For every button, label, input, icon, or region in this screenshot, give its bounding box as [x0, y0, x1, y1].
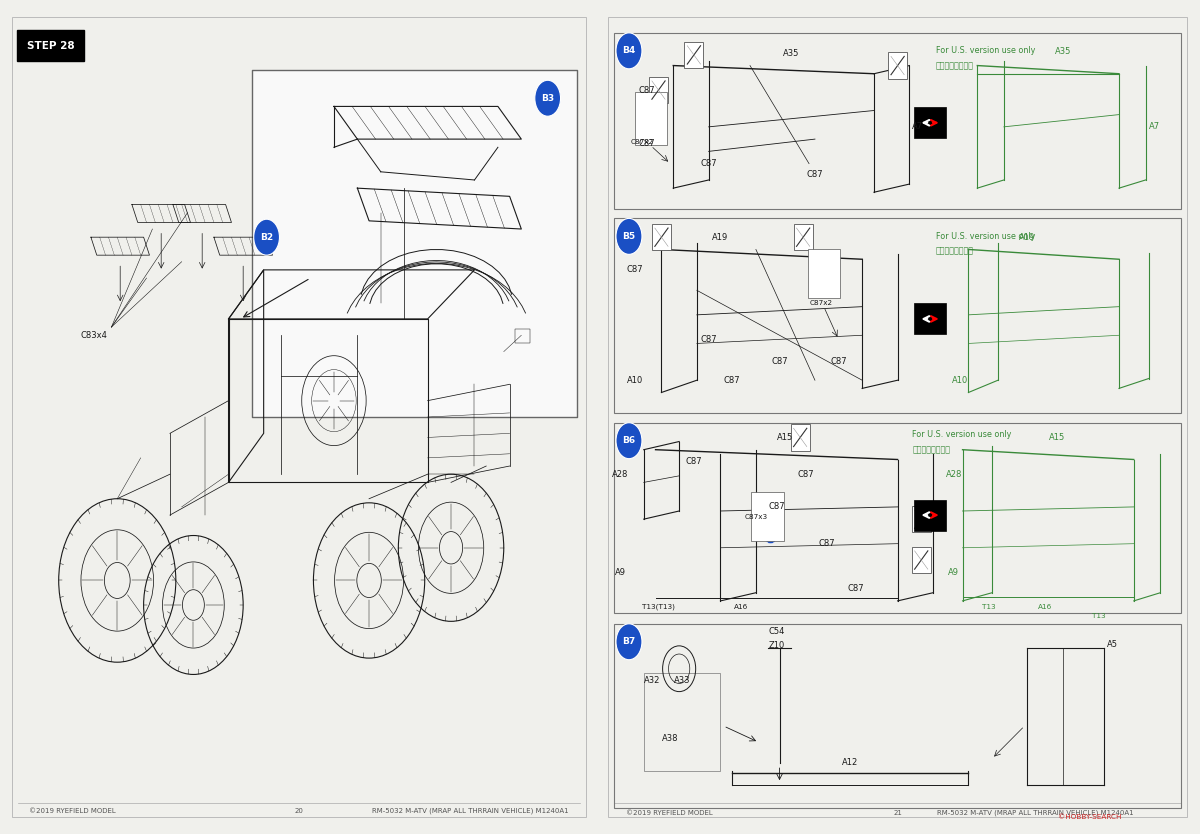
Text: RM-5032 M-ATV (MRAP ALL THRRAIN VEHICLE) M1240A1: RM-5032 M-ATV (MRAP ALL THRRAIN VEHICLE)… — [937, 809, 1134, 816]
Text: ©2019 RYEFIELD MODEL: ©2019 RYEFIELD MODEL — [30, 808, 116, 814]
Text: A15: A15 — [778, 433, 793, 442]
Text: C87: C87 — [626, 265, 643, 274]
Text: A38: A38 — [662, 734, 678, 743]
Text: 20: 20 — [294, 808, 304, 814]
Bar — [614, 624, 1181, 807]
Bar — [914, 304, 947, 334]
Text: C87x2: C87x2 — [631, 138, 654, 144]
Text: B2: B2 — [260, 233, 274, 242]
Text: 只适用于美军版本: 只适用于美军版本 — [912, 445, 950, 455]
Bar — [751, 492, 784, 541]
Text: For U.S. version use only: For U.S. version use only — [936, 232, 1036, 241]
Bar — [614, 33, 1181, 208]
Bar — [808, 249, 840, 299]
Text: C87: C87 — [848, 584, 864, 593]
Text: ©2019 RYEFIELD MODEL: ©2019 RYEFIELD MODEL — [626, 810, 713, 816]
Text: A28: A28 — [612, 470, 629, 479]
Text: B5: B5 — [623, 232, 636, 241]
Text: C54: C54 — [768, 627, 785, 636]
Text: B3: B3 — [541, 93, 554, 103]
Circle shape — [535, 80, 560, 116]
Text: A9: A9 — [948, 568, 959, 577]
Text: T13: T13 — [1092, 614, 1105, 620]
Text: C87: C87 — [724, 376, 740, 384]
Text: C87: C87 — [830, 357, 847, 366]
Text: A28: A28 — [946, 470, 962, 479]
Circle shape — [757, 506, 773, 527]
Text: A35: A35 — [1055, 48, 1072, 56]
Bar — [643, 673, 720, 771]
Text: A32: A32 — [644, 676, 661, 686]
Text: A5: A5 — [1108, 640, 1118, 649]
Text: C87x3: C87x3 — [744, 514, 768, 520]
Text: A10: A10 — [626, 376, 643, 384]
Circle shape — [616, 33, 642, 69]
Text: C87: C87 — [818, 540, 835, 548]
Text: A7: A7 — [912, 123, 924, 131]
Text: C87: C87 — [701, 159, 716, 168]
Text: A16: A16 — [734, 604, 749, 610]
Bar — [912, 506, 931, 532]
Text: C87: C87 — [772, 357, 788, 366]
Text: ©HOBBY-SEARCH: ©HOBBY-SEARCH — [1058, 815, 1122, 821]
Text: A19: A19 — [713, 233, 728, 242]
Circle shape — [616, 423, 642, 459]
Text: B7: B7 — [623, 637, 636, 646]
Circle shape — [616, 219, 642, 254]
Circle shape — [253, 219, 280, 255]
Text: RM-5032 M-ATV (MRAP ALL THRRAIN VEHICLE) M1240A1: RM-5032 M-ATV (MRAP ALL THRRAIN VEHICLE)… — [372, 807, 568, 814]
Circle shape — [616, 624, 642, 660]
Circle shape — [763, 522, 779, 544]
Text: A10: A10 — [952, 376, 967, 384]
Text: A19: A19 — [1019, 233, 1036, 242]
Text: A9: A9 — [614, 568, 625, 577]
Bar — [635, 92, 667, 145]
Text: Z10: Z10 — [768, 641, 785, 651]
Bar — [914, 500, 947, 530]
Text: For U.S. version use only: For U.S. version use only — [912, 430, 1012, 440]
Text: A35: A35 — [784, 49, 799, 58]
Text: C87: C87 — [798, 470, 815, 479]
Text: C87: C87 — [685, 458, 702, 466]
Text: C87x2: C87x2 — [809, 299, 833, 305]
Text: T13(T13): T13(T13) — [642, 603, 674, 610]
Text: A15: A15 — [1049, 433, 1066, 442]
Bar — [793, 224, 812, 250]
Text: A16: A16 — [1038, 604, 1052, 610]
Text: For U.S. version use only: For U.S. version use only — [936, 47, 1036, 55]
Text: B6: B6 — [623, 436, 636, 445]
Bar — [791, 425, 810, 450]
Text: C87: C87 — [701, 335, 716, 344]
Bar — [614, 423, 1181, 613]
Text: C87: C87 — [638, 138, 655, 148]
Bar — [516, 329, 530, 344]
Text: T13: T13 — [983, 604, 996, 610]
Bar — [252, 70, 577, 417]
Text: 只适用于美军版本: 只适用于美军版本 — [936, 247, 974, 255]
Text: C87: C87 — [806, 170, 823, 178]
Bar — [888, 53, 907, 78]
Text: A12: A12 — [842, 758, 858, 767]
Bar — [652, 224, 671, 250]
Bar — [912, 547, 931, 573]
Text: C87: C87 — [638, 86, 655, 94]
Bar — [17, 30, 84, 62]
Text: A7: A7 — [1148, 123, 1159, 131]
Text: 只适用于美军版本: 只适用于美军版本 — [936, 61, 974, 70]
Text: A33: A33 — [674, 676, 690, 686]
Text: B4: B4 — [623, 47, 636, 55]
Bar — [649, 77, 668, 103]
Bar — [614, 219, 1181, 413]
Text: C87: C87 — [768, 502, 785, 511]
Text: STEP 28: STEP 28 — [26, 41, 74, 51]
Text: 21: 21 — [893, 810, 902, 816]
Bar — [914, 108, 947, 138]
Text: C83x4: C83x4 — [80, 331, 107, 339]
Bar — [684, 42, 703, 68]
